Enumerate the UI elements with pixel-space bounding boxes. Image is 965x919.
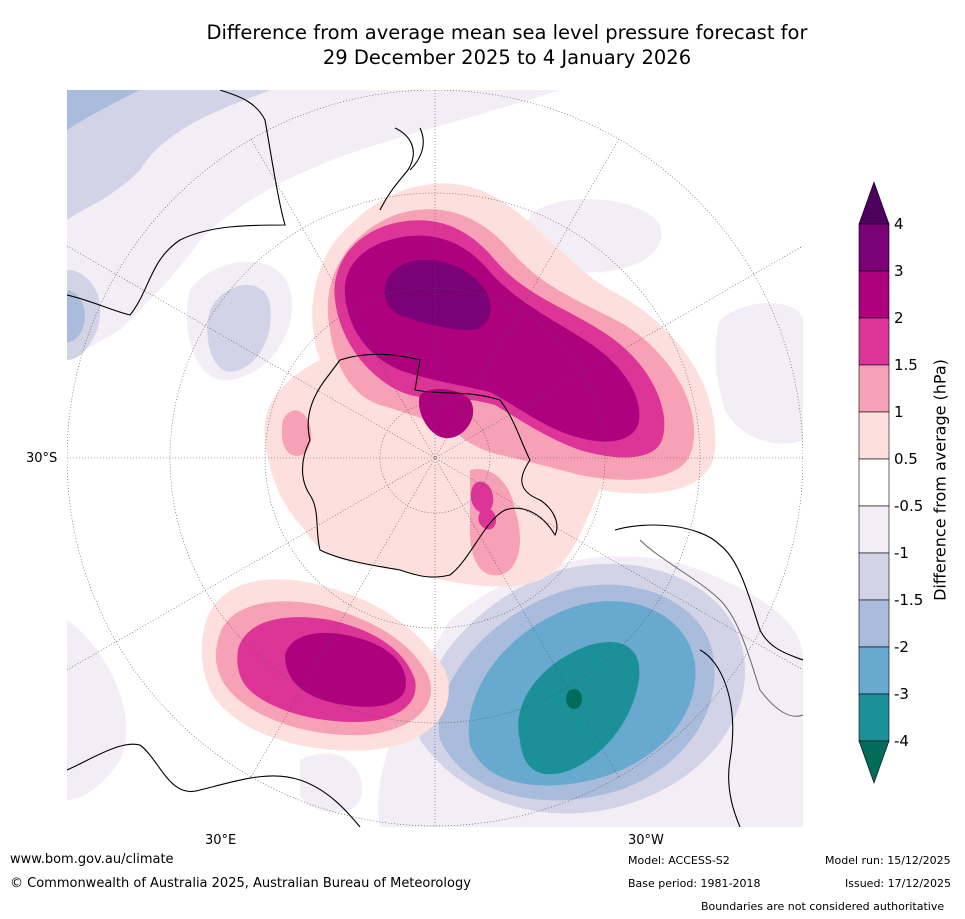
footer-disclaimer: Boundaries are not considered authoritat… [701,900,945,913]
colorbar-swatch-m4tom3 [858,693,890,742]
colorbar-tick-label: 2 [894,309,904,327]
south-america-coastline [614,524,803,661]
colorbar-tick-label: -2 [894,638,909,656]
anomaly-region-neg-15-nw [67,90,140,130]
anomaly-region-neg-05-sw [67,620,127,800]
colorbar-extend-top [858,181,890,225]
colorbar-swatch-1.5to2 [858,317,890,366]
colorbar-tick-label: -4 [894,732,909,750]
colorbar-extend-bottom [858,740,890,784]
anomaly-region-neg-1-nw [67,90,270,220]
anomaly-region-pos-3 [384,259,491,330]
south-america-tip-coastline [699,649,741,827]
lon-label-30w: 30°W [628,833,664,848]
new-zealand-coastline [379,127,424,211]
south-america-border [639,539,803,717]
footer-copyright: © Commonwealth of Australia 2025, Austra… [10,876,471,891]
colorbar-swatch-m2tom15 [858,599,890,648]
title-line-2: 29 December 2025 to 4 January 2026 [322,46,692,69]
colorbar-tick-label: -0.5 [894,497,923,515]
colorbar-swatch-0.5to1 [858,411,890,460]
southern-africa-coastline [67,743,361,827]
colorbar-tick-label: 1.5 [894,356,918,374]
colorbar-tick-label: -1.5 [894,591,923,609]
colorbar-swatch-neutral [858,458,890,507]
anomaly-region-neg-15-w [67,290,85,342]
colorbar-swatch-2to3 [858,270,890,319]
anomaly-region-neg-3 [518,641,640,775]
anomaly-region-pos-2-lobe [418,388,474,439]
anomaly-region-neg-05-sw2 [300,753,362,813]
footer-model: Model: ACCESS-S2 [628,854,730,867]
colorbar-swatch-m3tom2 [858,646,890,695]
colorbar-tick-label: -1 [894,544,909,562]
anomaly-region-neg-1-w [207,284,271,372]
colorbar-swatch-m1tom05 [858,505,890,554]
footer-issued: Issued: 17/12/2025 [845,877,952,890]
title-line-1: Difference from average mean sea level p… [206,21,808,44]
chart-title: Difference from average mean sea level p… [0,20,965,70]
colorbar-tick-label: 1 [894,403,904,421]
footer-model-run: Model run: 15/12/2025 [825,854,951,867]
anomaly-region-pos-15-centre [470,481,494,513]
anomaly-region-neg-05-e [715,303,803,444]
colorbar-tick-label: -3 [894,685,909,703]
anomaly-region-pos-2-sw [285,632,406,707]
anomaly-region-pos-1-west [281,410,312,456]
graticule [67,90,803,827]
footer-base-period: Base period: 1981-2018 [628,877,761,890]
footer-website: www.bom.gov.au/climate [10,852,174,867]
colorbar-tick-label: 4 [894,215,904,233]
anomaly-region-neg-05-nw [67,90,560,360]
colorbar-title: Difference from average (hPa) [930,330,950,630]
lon-label-30e: 30°E [205,833,237,848]
colorbar-swatch-m15tom1 [858,552,890,601]
colorbar-tick-label: 3 [894,262,904,280]
australia-coastline [67,90,286,316]
colorbar-tick-label: 0.5 [894,450,918,468]
antarctica-coastline [301,353,558,578]
anomaly-region-neg-4 [566,689,582,709]
colorbar-swatch-1to1.5 [858,364,890,413]
colorbar: 4 3 2 1.5 1 0.5 -0.5 -1 -1.5 -2 -3 -4 [858,181,923,784]
colorbar-swatch-3to4 [858,223,890,272]
colorbar-title-text: Difference from average (hPa) [930,359,950,601]
pressure-anomaly-map [67,90,803,827]
anomaly-region-pos-15-centre2 [478,508,497,530]
lat-label-30s: 30°S [26,451,58,466]
